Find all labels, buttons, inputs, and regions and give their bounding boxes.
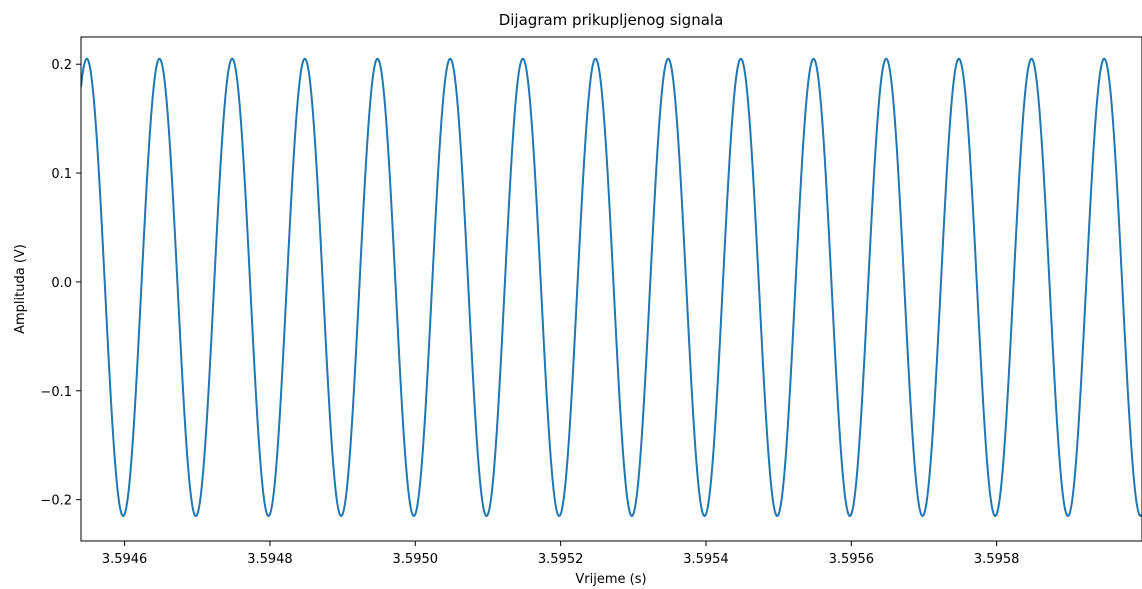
x-axis-label: Vrijeme (s) <box>575 572 646 587</box>
plot-frame <box>80 36 1142 542</box>
y-tick-label: −0.1 <box>40 385 72 400</box>
x-tick-label: 3.5956 <box>829 552 875 567</box>
chart-title: Dijagram prikupljenog signala <box>499 11 724 29</box>
x-axis: 3.5946 3.5948 3.5950 3.5952 3.5954 3.5956 3.59… <box>102 541 1020 567</box>
y-tick-label: 0.1 <box>51 167 72 182</box>
y-axis: 0.2 0.1 0.0 −0.1 −0.2 <box>40 58 81 509</box>
x-tick-label: 3.5950 <box>393 552 439 567</box>
x-tick-label: 3.5954 <box>683 552 729 567</box>
x-tick-label: 3.5946 <box>102 552 148 567</box>
x-tick-label: 3.5948 <box>247 552 293 567</box>
y-tick-label: 0.2 <box>51 58 72 73</box>
y-tick-label: −0.2 <box>40 494 72 509</box>
x-tick-label: 3.5958 <box>974 552 1020 567</box>
y-tick-label: 0.0 <box>51 276 72 291</box>
plot-area <box>81 57 1142 518</box>
series-line-0 <box>81 57 1142 518</box>
x-tick-label: 3.5952 <box>538 552 584 567</box>
y-axis-label: Amplituda (V) <box>13 244 28 334</box>
